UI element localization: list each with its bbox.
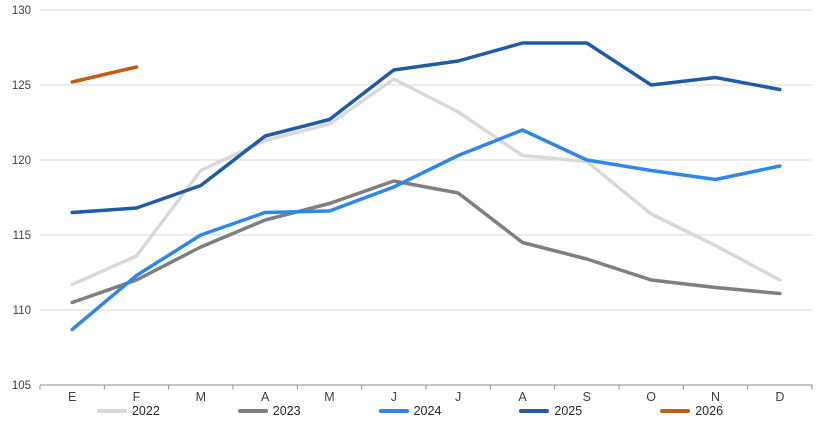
y-tick-label: 125 [12,80,31,92]
x-tick-label: M [324,390,334,404]
legend-swatch-2026 [660,409,691,413]
legend-item-2024: 2024 [378,404,442,418]
legend-item-2026: 2026 [660,404,723,418]
legend-label: 2025 [554,404,583,418]
legend-label: 2022 [131,404,160,418]
x-tick-label: F [133,390,141,404]
x-tick-label: N [711,390,720,404]
y-tick-label: 110 [13,305,31,317]
legend-swatch-2025 [519,409,550,413]
legend: 2022 2023 2024 2025 2026 [0,404,820,418]
legend-item-2022: 2022 [96,404,160,418]
series-line-2026 [70,65,139,84]
x-tick-label: O [646,390,656,404]
x-tick-label: D [775,390,784,404]
legend-label: 2026 [695,404,724,418]
plot-area: 105 110 115 120 125 130 E F M A M J J A S O N D [12,5,813,404]
legend-label: 2024 [413,404,442,418]
legend-swatch-2023 [237,409,268,413]
x-tick-label: A [261,390,270,404]
series-line-2022 [70,77,782,287]
legend-item-2025: 2025 [519,404,582,418]
x-tick-label: J [391,390,397,404]
series-line-2023 [70,179,782,305]
y-tick-label: 130 [12,5,31,17]
series-line-2024 [70,128,782,332]
y-tick-label: 115 [13,230,31,242]
x-tick-label: M [196,390,206,404]
x-tick-label: S [583,390,591,404]
legend-swatch-2024 [378,409,409,413]
x-tick-label: J [455,390,461,404]
y-tick-label: 105 [12,380,31,392]
y-tick-label: 120 [12,155,31,167]
x-tick-label: A [518,390,527,404]
x-tick-label: E [68,390,76,404]
legend-item-2023: 2023 [237,404,301,418]
legend-label: 2023 [272,404,301,418]
legend-swatch-2022 [96,409,127,413]
series-line-2025 [70,41,782,215]
